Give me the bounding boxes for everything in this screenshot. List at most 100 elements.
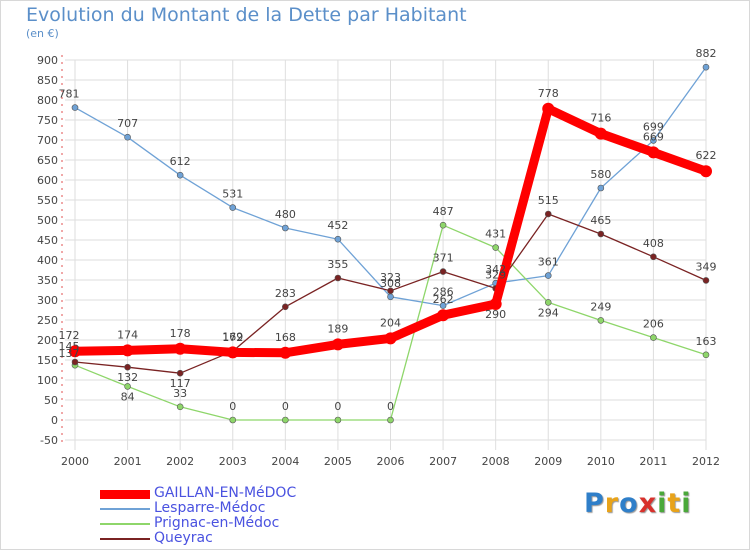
data-label: 0: [334, 400, 341, 413]
data-label: 361: [538, 256, 559, 269]
data-point: [226, 346, 239, 359]
logo-letter: x: [638, 488, 658, 519]
data-point: [387, 293, 394, 301]
data-point: [437, 309, 450, 322]
data-point: [544, 272, 552, 279]
data-label: 371: [433, 252, 454, 265]
data-label: 33: [173, 387, 187, 400]
data-label: 249: [590, 300, 611, 313]
legend-label-prignac: Prignac-en-Médoc: [154, 515, 280, 531]
logo-letter: P: [584, 488, 605, 519]
data-label: 262: [433, 293, 454, 306]
data-label: 117: [170, 377, 191, 390]
y-tick-label: 850: [37, 74, 58, 87]
data-label: 84: [121, 390, 135, 403]
x-tick-label: 2003: [219, 455, 247, 468]
data-label: 137: [59, 347, 80, 360]
data-label: 465: [590, 214, 611, 227]
data-point: [544, 210, 552, 218]
data-point: [71, 104, 79, 111]
legend-item-prignac: Prignac-en-Médoc: [100, 515, 360, 532]
data-point: [334, 274, 342, 282]
data-point: [71, 358, 79, 366]
legend-label-queyrac: Queyrac: [154, 530, 213, 546]
data-label: 132: [117, 371, 138, 384]
data-label: 515: [538, 194, 559, 207]
data-point: [597, 184, 605, 192]
y-tick-label: 150: [37, 354, 58, 367]
legend-swatch-queyrac: [100, 538, 150, 540]
data-point: [282, 303, 289, 311]
x-tick-label: 2001: [114, 455, 142, 468]
x-tick-label: 2000: [61, 455, 89, 468]
data-label: 174: [117, 328, 138, 341]
data-point: [124, 383, 131, 390]
data-point: [229, 204, 237, 211]
data-point: [124, 133, 131, 141]
data-point: [176, 403, 184, 411]
data-point: [176, 171, 184, 179]
chart-axes: -50 0 50 100 150 200 250 300 350 400 450 500 550 600 6…: [37, 54, 720, 468]
data-point: [334, 416, 342, 424]
y-tick-label: 100: [37, 374, 58, 387]
data-point: [439, 268, 447, 275]
x-tick-label: 2012: [692, 455, 720, 468]
y-tick-label: 350: [37, 274, 58, 287]
legend-item-queyrac: Queyrac: [100, 530, 360, 547]
chart-subtitle: (en €): [26, 27, 59, 40]
data-label: 716: [590, 112, 611, 125]
chart-series: [69, 63, 712, 424]
data-label: 487: [433, 205, 454, 218]
data-label: 168: [275, 331, 296, 344]
data-point: [282, 416, 289, 424]
data-label: 531: [222, 188, 243, 201]
y-tick-label: 200: [37, 334, 58, 347]
legend-item-gaillan: GAILLAN-EN-MéDOC: [100, 485, 360, 502]
y-tick-label: -50: [40, 434, 58, 447]
data-point: [702, 351, 710, 359]
data-point: [594, 127, 607, 140]
data-label: 286: [433, 286, 454, 299]
y-tick-label: 750: [37, 114, 58, 127]
x-tick-label: 2002: [166, 455, 194, 468]
data-point: [597, 317, 605, 324]
data-point: [331, 338, 344, 351]
legend-item-lesparre: Lesparre-Médoc: [100, 500, 360, 517]
x-tick-label: 2006: [377, 455, 405, 468]
data-point: [650, 334, 657, 341]
y-tick-label: 500: [37, 214, 58, 227]
legend-swatch-prignac: [100, 523, 150, 525]
data-label: 355: [327, 258, 348, 271]
data-point: [439, 302, 447, 309]
y-tick-label: 450: [37, 234, 58, 247]
data-point: [544, 299, 552, 306]
data-point: [542, 102, 555, 115]
data-label: 169: [222, 330, 243, 343]
data-label: 781: [59, 88, 80, 101]
data-label: 0: [229, 400, 236, 413]
logo-letter: i: [657, 488, 668, 519]
y-tick-label: 800: [37, 94, 58, 107]
data-point: [387, 287, 394, 295]
data-point: [384, 332, 397, 345]
data-point: [439, 221, 447, 229]
y-tick-label: 700: [37, 134, 58, 147]
legend-label-lesparre: Lesparre-Médoc: [154, 500, 266, 516]
data-label: 612: [170, 155, 191, 168]
data-point: [650, 253, 657, 261]
data-label: 172: [59, 329, 80, 342]
chart-grid: [65, 59, 707, 450]
data-label: 189: [327, 322, 348, 335]
data-label: 778: [538, 87, 559, 100]
data-label: 452: [327, 219, 348, 232]
data-label: 480: [275, 208, 296, 221]
x-tick-label: 2005: [324, 455, 352, 468]
data-point: [700, 165, 712, 178]
chart-data-labels: 781 707 612 531 480 452 308 286 342 361 580 699 882 1…: [59, 47, 717, 413]
logo-letter: i: [681, 488, 692, 519]
y-tick-label: 250: [37, 314, 58, 327]
y-tick-label: 50: [44, 394, 58, 407]
x-tick-label: 2007: [429, 455, 457, 468]
data-label: 145: [59, 340, 80, 353]
data-label: 580: [590, 168, 611, 181]
